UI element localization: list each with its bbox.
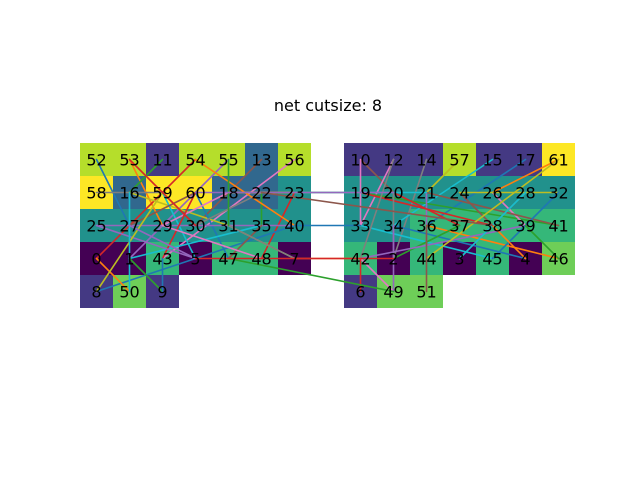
edge-10-20 (359, 158, 395, 194)
edge-5-25 (95, 224, 197, 260)
edge-47-35 (227, 224, 263, 260)
cell-label-15: 15 (482, 151, 502, 170)
cell-label-21: 21 (416, 184, 436, 203)
edge-53-30 (128, 158, 197, 227)
edge-29-18 (161, 191, 230, 227)
cell-label-20: 20 (383, 184, 403, 203)
cell-label-50: 50 (119, 283, 139, 302)
cell-label-14: 14 (416, 151, 436, 170)
cell-label-36: 36 (416, 217, 436, 236)
cell-label-31: 31 (218, 217, 238, 236)
edge-27-5 (128, 224, 197, 260)
cell-label-43: 43 (152, 250, 172, 269)
chart-title: net cutsize: 8 (274, 96, 382, 115)
cell-label-28: 28 (515, 184, 535, 203)
cell-label-23: 23 (284, 184, 304, 203)
cell-label-58: 58 (86, 184, 106, 203)
cell-label-22: 22 (251, 184, 271, 203)
cell-label-2: 2 (388, 250, 398, 269)
edge-57-21 (425, 158, 461, 194)
cell-label-41: 41 (548, 217, 568, 236)
cell-label-34: 34 (383, 217, 403, 236)
cell-label-51: 51 (416, 283, 436, 302)
cell-label-48: 48 (251, 250, 271, 269)
cell-label-7: 7 (289, 250, 299, 269)
cell-label-53: 53 (119, 151, 139, 170)
cell-label-47: 47 (218, 250, 238, 269)
cell-label-11: 11 (152, 151, 172, 170)
cell-label-19: 19 (350, 184, 370, 203)
cell-label-37: 37 (449, 217, 469, 236)
edge-34-4 (392, 224, 527, 260)
cell-label-26: 26 (482, 184, 502, 203)
cell-label-25: 25 (86, 217, 106, 236)
edge-38-19 (359, 191, 494, 227)
cell-label-39: 39 (515, 217, 535, 236)
cell-label-32: 32 (548, 184, 568, 203)
edge-14-2 (392, 158, 428, 260)
edge-54-0 (95, 158, 197, 260)
edge-46-39 (524, 224, 560, 260)
cell-label-60: 60 (185, 184, 205, 203)
cell-label-1: 1 (124, 250, 134, 269)
cell-label-46: 46 (548, 250, 568, 269)
cell-label-4: 4 (520, 250, 530, 269)
edge-27-60 (128, 191, 197, 227)
cell-label-56: 56 (284, 151, 304, 170)
cell-label-5: 5 (190, 250, 200, 269)
cell-label-27: 27 (119, 217, 139, 236)
edge-42-49 (359, 257, 395, 293)
cell-label-54: 54 (185, 151, 205, 170)
cell-label-59: 59 (152, 184, 172, 203)
cell-label-13: 13 (251, 151, 271, 170)
edge-1-9 (128, 257, 164, 293)
cell-label-29: 29 (152, 217, 172, 236)
cell-label-6: 6 (355, 283, 365, 302)
edge-44-61 (425, 158, 560, 260)
cell-label-61: 61 (548, 151, 568, 170)
cell-label-0: 0 (91, 250, 101, 269)
edge-0-50 (95, 257, 131, 293)
edge-43-60 (161, 191, 197, 260)
cell-label-30: 30 (185, 217, 205, 236)
cell-label-24: 24 (449, 184, 469, 203)
cell-label-33: 33 (350, 217, 370, 236)
cell-label-9: 9 (157, 283, 167, 302)
edge-22-38 (260, 191, 494, 227)
cell-label-35: 35 (251, 217, 271, 236)
edge-7-31 (227, 224, 296, 260)
cell-label-57: 57 (449, 151, 469, 170)
cell-label-8: 8 (91, 283, 101, 302)
cell-label-45: 45 (482, 250, 502, 269)
cell-label-55: 55 (218, 151, 238, 170)
cell-label-12: 12 (383, 151, 403, 170)
cell-label-42: 42 (350, 250, 370, 269)
cell-label-44: 44 (416, 250, 436, 269)
cell-label-10: 10 (350, 151, 370, 170)
edge-61-26 (491, 158, 560, 194)
cell-label-38: 38 (482, 217, 502, 236)
cell-label-3: 3 (454, 250, 464, 269)
edge-47-49 (227, 257, 395, 293)
net-edges (95, 158, 560, 293)
edge-24-38 (458, 191, 494, 227)
cell-label-17: 17 (515, 151, 535, 170)
edge-48-29 (161, 224, 263, 260)
cell-label-40: 40 (284, 217, 304, 236)
edge-4-38 (491, 224, 527, 260)
cell-label-52: 52 (86, 151, 106, 170)
cell-label-18: 18 (218, 184, 238, 203)
cell-label-49: 49 (383, 283, 403, 302)
cell-label-16: 16 (119, 184, 139, 203)
